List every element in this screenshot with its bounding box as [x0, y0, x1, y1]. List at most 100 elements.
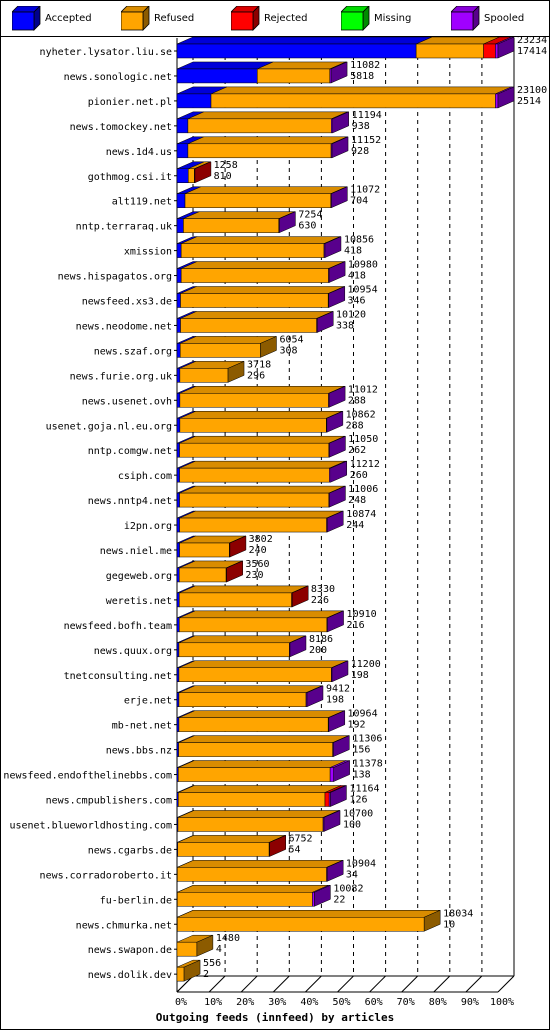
value-label-top: 23234 — [517, 35, 547, 46]
x-tick-label: 20% — [236, 997, 254, 1008]
value-label-top: 11072 — [350, 185, 380, 196]
bar-segment-accepted — [176, 492, 180, 508]
value-label-bottom: 156 — [352, 745, 370, 756]
value-label-bottom: 418 — [348, 271, 366, 282]
bar-segment-side — [306, 685, 324, 708]
bar-segment-side — [330, 785, 347, 807]
legend-swatch-missing — [341, 6, 370, 31]
bar-segment-spooled — [495, 43, 499, 59]
bar-segment-top — [177, 885, 329, 893]
bar-segment-side — [279, 211, 296, 234]
value-label-top: 9412 — [326, 684, 350, 695]
bar-segment-top — [177, 860, 343, 868]
bar-segment-side — [330, 61, 348, 84]
bar-segment-side — [329, 435, 346, 458]
category-label: pionier.net.pl — [88, 97, 172, 108]
value-label-bottom: 928 — [351, 146, 369, 157]
bar-segment-accepted — [176, 442, 180, 458]
category-label: news.chmurka.net — [76, 920, 172, 931]
bar-segment-side — [333, 760, 350, 782]
bar-segment-top — [210, 86, 512, 95]
value-label-top: 11012 — [348, 384, 378, 395]
bar-segment-refused — [177, 817, 324, 832]
value-label-bottom: 338 — [336, 320, 354, 331]
bar-segment-refused — [176, 966, 185, 982]
bar-segment-accepted — [176, 467, 180, 483]
bar-segment-accepted — [176, 293, 181, 308]
bar-segment-top — [180, 336, 277, 344]
value-label-top: 1258 — [214, 160, 238, 171]
bar-segment-refused — [187, 118, 332, 134]
x-tick-mark — [305, 975, 322, 993]
category-label: news.hispagatos.org — [58, 272, 172, 283]
legend-swatch-spooled — [451, 6, 480, 31]
bar-segment-refused — [178, 567, 227, 583]
bar-segment-refused — [183, 218, 280, 233]
x-tick-mark — [369, 975, 386, 993]
bar-segment-refused — [257, 68, 331, 84]
value-label-top: 11050 — [348, 434, 378, 445]
value-label-bottom: 296 — [247, 370, 265, 381]
bar-segment-accepted — [176, 193, 186, 208]
category-label: usenet.goja.nl.eu.org — [46, 421, 172, 432]
bar-segment-side — [328, 286, 346, 308]
category-label: usenet.blueworldhosting.com — [9, 820, 172, 831]
bar-segment-top — [179, 386, 345, 394]
value-label-bottom: 418 — [344, 246, 362, 257]
bar-segment-accepted — [176, 168, 189, 183]
bar-segment-refused — [179, 393, 329, 408]
bar-segment-top — [178, 760, 347, 768]
value-label-bottom: 226 — [311, 595, 329, 606]
x-tick-label: 40% — [300, 997, 318, 1008]
x-tick-mark — [497, 975, 515, 993]
value-label-bottom: 260 — [350, 470, 368, 481]
bar-segment-refused — [179, 542, 230, 558]
value-label-top: 11194 — [352, 110, 382, 121]
category-label: alt119.net — [112, 197, 172, 208]
bar-segment-spooled — [329, 767, 334, 782]
x-tick-mark — [272, 975, 290, 993]
bar-segment-top — [180, 286, 345, 294]
value-label-bottom: 2514 — [517, 96, 541, 107]
value-label-bottom: 17414 — [517, 46, 547, 57]
category-label: gothmog.csi.it — [88, 172, 172, 183]
bar-segment-refused — [179, 492, 330, 508]
category-label: csiph.com — [118, 471, 172, 482]
value-label-bottom: 4 — [216, 944, 222, 955]
category-label: news.niel.me — [100, 546, 172, 557]
bar-segment-top — [181, 236, 341, 244]
category-label: xmission — [124, 247, 172, 258]
value-label-bottom: 216 — [347, 620, 365, 631]
bar-segment-refused — [178, 792, 326, 807]
legend-label: Missing — [374, 13, 412, 24]
bar-segment-side — [326, 510, 344, 533]
bar-segment-top — [179, 460, 346, 469]
bar-segment-accepted — [176, 517, 180, 533]
category-label: gegeweb.org — [106, 571, 172, 582]
bar-segment-refused — [177, 892, 313, 907]
bar-segment-top — [179, 485, 345, 494]
value-label-top: 11378 — [353, 759, 383, 770]
bar-segment-side — [329, 485, 346, 508]
bar-segment-refused — [177, 917, 425, 932]
category-label: newsfeed.endofthelinebbs.com — [3, 771, 172, 782]
category-label: news.nntp4.net — [88, 496, 172, 507]
value-label-bottom: 244 — [346, 520, 364, 531]
bar-segment-top — [179, 510, 343, 519]
value-label-top: 8186 — [309, 634, 333, 645]
bar-segment-top — [184, 186, 347, 194]
bar-segment-refused — [178, 717, 329, 732]
category-label: newsfeed.xs3.de — [82, 297, 172, 308]
x-tick-label: 80% — [429, 997, 447, 1008]
category-label: nntp.comgw.net — [88, 446, 172, 457]
value-label-bottom: 262 — [348, 445, 366, 456]
category-label: news.corradoroberto.it — [40, 870, 172, 881]
category-label: news.quux.org — [94, 646, 172, 657]
value-label-top: 10910 — [347, 609, 377, 620]
value-label-bottom: 100 — [343, 819, 361, 830]
chart-title: Outgoing feeds (innfeed) by articles — [155, 1011, 395, 1024]
bar-segment-refused — [178, 642, 290, 658]
value-label-top: 11212 — [350, 459, 380, 470]
bar-segment-top — [178, 735, 349, 743]
bar-segment-side — [323, 810, 341, 832]
